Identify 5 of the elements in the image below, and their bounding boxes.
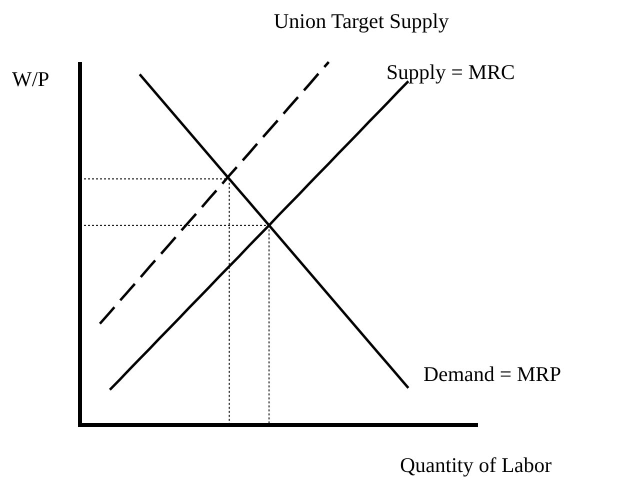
series-label: Supply = MRC bbox=[386, 60, 515, 84]
x-axis-title: Quantity of Labor bbox=[400, 453, 552, 477]
y-axis-title: W/P bbox=[12, 67, 50, 91]
text: Union Target Supply bbox=[274, 9, 450, 33]
series-label: Demand = MRP bbox=[423, 362, 562, 386]
